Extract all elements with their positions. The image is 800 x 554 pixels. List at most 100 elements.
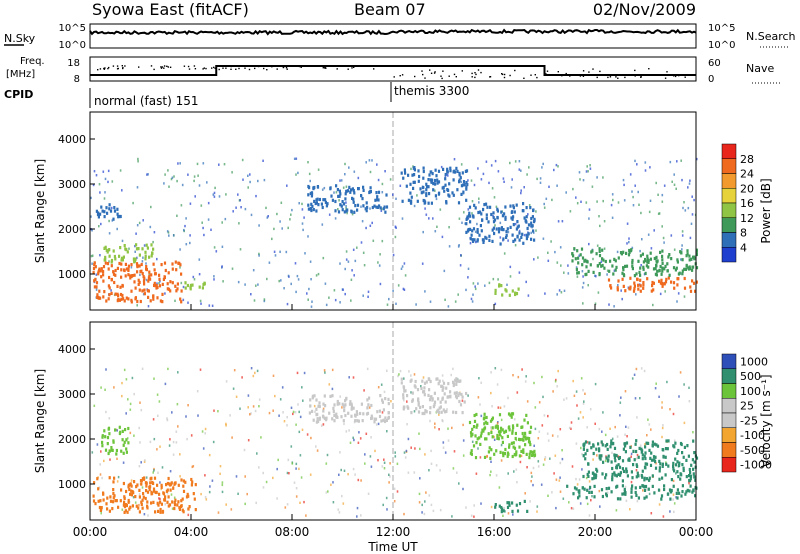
velocity-speckle xyxy=(301,428,304,431)
power-region-6-cell xyxy=(492,211,495,215)
velocity-region-6-cell xyxy=(578,490,581,495)
power-speckle xyxy=(606,273,608,276)
power-speckle xyxy=(477,167,479,170)
power-region-9-cell xyxy=(644,271,647,275)
power-region-1-cell xyxy=(104,255,107,259)
velocity-region-0-cell xyxy=(159,510,162,514)
power-region-7-cell xyxy=(517,287,520,291)
velocity-region-2-cell xyxy=(370,414,373,418)
power-region-0-cell xyxy=(104,261,107,265)
power-region-6-cell xyxy=(515,203,518,207)
power-colorbar-swatch xyxy=(721,247,737,263)
nave-dot xyxy=(615,74,617,77)
velocity-speckle xyxy=(306,433,309,436)
nave-dot xyxy=(474,76,476,79)
velocity-region-0-cell xyxy=(128,487,131,492)
power-region-3-cell xyxy=(113,209,117,213)
velocity-region-2-cell xyxy=(335,412,338,416)
power-speckle xyxy=(159,280,161,283)
velocity-region-3-cell xyxy=(419,405,422,409)
power-speckle xyxy=(639,249,641,253)
velocity-region-3-cell xyxy=(414,379,417,384)
velocity-region-4-cell xyxy=(488,446,491,450)
power-region-5-cell xyxy=(418,174,421,179)
power-speckle xyxy=(350,278,353,281)
velocity-speckle xyxy=(479,403,481,406)
power-region-0-cell xyxy=(112,272,116,276)
power-region-5-cell xyxy=(403,168,406,172)
power-speckle xyxy=(669,160,672,164)
velocity-region-3-cell xyxy=(403,389,406,393)
velocity-ytick-label: 2000 xyxy=(58,433,86,446)
power-speckle xyxy=(378,264,381,267)
power-speckle xyxy=(189,234,191,237)
velocity-region-2-cell xyxy=(344,403,347,407)
power-speckle xyxy=(543,206,546,209)
power-region-9-cell xyxy=(631,261,634,265)
velocity-region-7-cell xyxy=(582,474,585,479)
velocity-region-0-cell xyxy=(137,506,140,510)
power-speckle xyxy=(310,278,312,281)
velocity-region-7-cell xyxy=(662,454,665,458)
velocity-region-0-cell xyxy=(173,500,176,505)
velocity-speckle xyxy=(172,440,175,444)
velocity-region-2-cell xyxy=(315,407,318,411)
velocity-region-1-cell xyxy=(104,435,107,439)
power-speckle xyxy=(136,186,139,189)
velocity-region-3-cell xyxy=(452,410,455,414)
power-speckle xyxy=(594,274,596,277)
power-region-0-cell xyxy=(102,265,106,269)
velocity-region-0-cell xyxy=(140,500,143,504)
velocity-speckle xyxy=(191,465,194,469)
velocity-region-2-cell xyxy=(382,418,385,422)
power-speckle xyxy=(142,293,145,296)
power-region-0-cell xyxy=(116,284,119,288)
power-speckle xyxy=(635,293,637,296)
power-speckle xyxy=(134,250,136,253)
velocity-speckle xyxy=(386,430,388,433)
velocity-region-5-cell xyxy=(523,499,526,503)
velocity-speckle xyxy=(145,476,148,479)
power-speckle xyxy=(588,217,590,220)
power-speckle xyxy=(231,267,234,270)
velocity-speckle xyxy=(442,441,445,444)
power-region-9-cell xyxy=(688,258,691,262)
velocity-speckle xyxy=(555,506,557,510)
power-region-4-cell xyxy=(310,193,314,197)
power-region-4-cell xyxy=(353,210,356,214)
velocity-region-0-cell xyxy=(125,503,128,508)
power-speckle xyxy=(467,276,469,279)
velocity-region-7-cell xyxy=(601,472,604,476)
velocity-region-4-cell xyxy=(514,436,517,441)
velocity-region-7-cell xyxy=(636,464,639,468)
power-speckle xyxy=(585,201,588,204)
power-speckle xyxy=(631,246,634,250)
velocity-region-3-cell xyxy=(455,379,458,384)
power-speckle xyxy=(683,295,686,298)
power-region-9-cell xyxy=(609,259,612,263)
power-region-0-cell xyxy=(116,299,119,303)
velocity-region-4-cell xyxy=(499,450,502,454)
power-region-5-cell xyxy=(457,201,461,205)
power-speckle xyxy=(240,206,242,209)
power-region-9-cell xyxy=(642,267,645,271)
power-region-4-cell xyxy=(337,194,340,198)
power-speckle xyxy=(295,157,298,160)
power-region-9-cell xyxy=(622,250,625,254)
power-region-9-cell xyxy=(571,259,574,263)
power-region-0-cell xyxy=(110,264,113,268)
velocity-speckle xyxy=(615,509,618,512)
power-speckle xyxy=(263,178,266,182)
velocity-region-6-cell xyxy=(566,484,569,488)
nave-dot xyxy=(615,76,617,78)
velocity-region-0-cell xyxy=(172,486,175,490)
power-region-4-cell xyxy=(341,208,344,212)
velocity-region-4-cell xyxy=(485,437,488,441)
velocity-speckle xyxy=(383,458,385,461)
velocity-speckle xyxy=(262,486,265,489)
power-region-0-cell xyxy=(150,273,153,277)
power-speckle xyxy=(247,186,249,189)
velocity-speckle xyxy=(572,379,574,383)
velocity-speckle xyxy=(420,385,422,388)
velocity-speckle xyxy=(153,437,156,441)
